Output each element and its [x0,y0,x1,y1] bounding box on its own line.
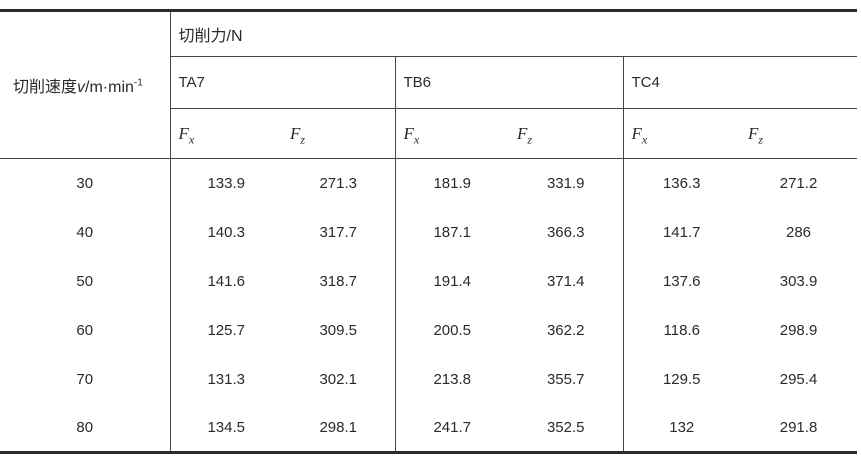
ta7-fz-cell: 317.7 [319,223,358,241]
speed-cell: 40 [0,207,171,257]
header-cell-material-tc4: TC4 [622,56,858,109]
speed-cell: 60 [0,305,171,355]
ta7-fx-cell: 134.5 [207,418,246,436]
ta7-fz-cell: 318.7 [319,272,358,290]
tb6-fx-cell: 187.1 [394,207,509,257]
cutting-force-table: 切削速度v/m·min-1 切削力/N TA7 TB6 TC4 Fx Fz Fx… [0,9,858,454]
tc4-fx-cell: 136.3 [622,158,740,208]
header-cell-ta7-fz: Fz [282,108,395,159]
header-cell-material-ta7: TA7 [170,56,395,109]
force-sub-x: x [188,131,195,146]
table-row: 60 125.7 309.5 200.5 362.2 118.6 298.9 [0,305,857,355]
speed-cell: 80 [0,403,171,453]
header-row-materials: TA7 TB6 TC4 [0,56,858,109]
tc4-fz-cell: 303.9 [779,272,818,290]
tc4-fz-cell: 286 [786,223,812,241]
tc4-fx-cell: 129.5 [622,354,740,404]
ta7-fz-cell: 309.5 [319,321,358,339]
table-row: 80 134.5 298.1 241.7 352.5 132 291.8 [0,403,857,453]
tc4-fz-cell: 298.9 [779,321,818,339]
header-cell-cutting-force: 切削力/N [170,10,858,57]
table-row: 50 141.6 318.7 191.4 371.4 137.6 303.9 [0,256,857,306]
ta7-fx-cell: 131.3 [207,370,246,388]
header-cell-tc4-fz: Fz [740,108,858,159]
ta7-fz-cell: 271.3 [319,174,358,192]
speed-cell: 70 [0,354,171,404]
force-sub-z: z [300,131,306,146]
force-sub-x: x [641,131,648,146]
ta7-fx-cell: 141.6 [207,272,246,290]
speed-cell: 30 [0,158,171,208]
tb6-fx-cell: 241.7 [394,403,509,453]
ta7-fx-cell: 133.9 [207,174,246,192]
ta7-fx-cell: 125.7 [207,321,246,339]
tb6-fx-cell: 191.4 [394,256,509,306]
tb6-fz-cell: 355.7 [546,370,585,388]
header-cell-material-tb6: TB6 [394,56,623,109]
table-row: 40 140.3 317.7 187.1 366.3 141.7 286 [0,207,857,257]
tc4-fx-cell: 141.7 [622,207,740,257]
speed-unit: /m·min [85,79,134,96]
force-sub-z: z [758,131,764,146]
force-letter: F [178,123,189,143]
ta7-fz-cell: 302.1 [319,370,358,388]
force-letter: F [403,123,414,143]
tc4-fz-cell: 271.2 [779,174,818,192]
speed-cell: 50 [0,256,171,306]
tb6-fz-cell: 366.3 [546,223,585,241]
tb6-fz-cell: 331.9 [546,174,585,192]
page: 切削速度v/m·min-1 切削力/N TA7 TB6 TC4 Fx Fz Fx… [0,9,861,468]
header-cell-cutting-speed: 切削速度v/m·min-1 [0,10,171,159]
header-row-force: 切削速度v/m·min-1 切削力/N [0,10,858,159]
cutting-speed-label: 切削速度 [13,79,78,96]
tb6-fx-cell: 200.5 [394,305,509,355]
table-row: 70 131.3 302.1 213.8 355.7 129.5 295.4 [0,354,857,404]
tc4-fx-cell: 132 [622,403,740,453]
force-letter: F [290,123,301,143]
header-cell-tb6-fx: Fx [394,108,509,159]
tb6-fz-cell: 352.5 [546,418,585,436]
table-row: 30 133.9 271.3 181.9 331.9 136.3 271.2 [0,158,857,208]
force-sub-z: z [527,131,533,146]
ta7-fx-cell: 140.3 [207,223,246,241]
tb6-fx-cell: 213.8 [394,354,509,404]
force-letter: F [631,123,642,143]
force-letter: F [517,123,528,143]
tb6-fx-cell: 181.9 [394,158,509,208]
force-sub-x: x [413,131,420,146]
force-letter: F [748,123,759,143]
tb6-fz-cell: 362.2 [546,321,585,339]
tb6-fz-cell: 371.4 [546,272,585,290]
speed-unit-exponent: -1 [133,77,143,89]
header-row-components: Fx Fz Fx Fz Fx Fz [0,108,858,159]
tc4-fz-cell: 295.4 [779,370,818,388]
tc4-fz-cell: 291.8 [779,418,818,436]
tc4-fx-cell: 137.6 [622,256,740,306]
speed-variable-symbol: v [77,79,86,96]
tc4-fx-cell: 118.6 [622,305,740,355]
ta7-fz-cell: 298.1 [319,418,358,436]
header-cell-tc4-fx: Fx [622,108,740,159]
header-cell-tb6-fz: Fz [509,108,623,159]
header-cell-ta7-fx: Fx [170,108,282,159]
